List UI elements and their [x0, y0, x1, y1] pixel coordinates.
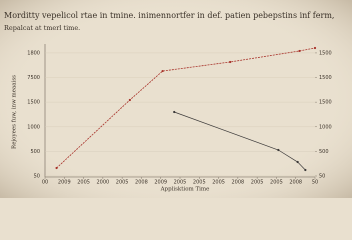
- page: {"chart_data": {"type": "line", "title":…: [0, 0, 352, 198]
- y-tick-label: 500: [30, 149, 40, 155]
- y2-tick-label: 500: [319, 149, 329, 155]
- data-point: [313, 46, 317, 50]
- y-tick-label: 1000: [27, 124, 40, 130]
- y2-tick-label: 1500: [319, 75, 332, 81]
- data-point: [55, 166, 58, 170]
- chart-subtitle: Repalcat at tmerl time.: [4, 24, 80, 32]
- y-tick-label: 1500: [27, 100, 40, 106]
- x-tick-label: 2009: [154, 180, 167, 186]
- y-tick-label: 50: [34, 174, 40, 180]
- data-point: [161, 69, 164, 73]
- chart: Morditty vepelicol rtae in tmine. inimen…: [0, 0, 352, 198]
- y-axis-label: Rejoyees fuw, inw meaaiss: [12, 75, 18, 149]
- data-point: [277, 148, 280, 152]
- x-tick-label: 2005: [212, 180, 225, 186]
- x-tick-label: 2008: [289, 180, 302, 186]
- y2-tick-label: 1000: [319, 124, 332, 130]
- data-point: [296, 160, 299, 164]
- series-line: [56, 47, 316, 169]
- chart-title: Morditty vepelicol rtae in tmine. inimen…: [4, 11, 334, 20]
- data-point: [173, 110, 176, 114]
- x-tick-label: 2009: [58, 180, 71, 186]
- series-line: [174, 111, 306, 171]
- data-point: [128, 98, 131, 102]
- x-tick-label: 2005: [270, 180, 283, 186]
- y2-tick-label: 50: [319, 174, 325, 180]
- data-point: [298, 49, 301, 53]
- data-point: [304, 168, 307, 172]
- x-tick-label: 50: [312, 180, 318, 186]
- x-tick-label: 2005: [77, 180, 90, 186]
- background: [0, 0, 352, 198]
- x-tick-label: 2005: [251, 180, 264, 186]
- data-point: [229, 60, 232, 64]
- y-tick-label: 1800: [27, 50, 40, 56]
- x-tick-label: 2008: [135, 180, 148, 186]
- x-axis-label: Applisktiom Time: [160, 187, 210, 193]
- y2-tick-label: 1500: [319, 50, 332, 56]
- x-tick-label: 00: [42, 180, 48, 186]
- x-tick-label: 2005: [174, 180, 187, 186]
- y2-tick-label: 1500: [319, 100, 332, 106]
- x-tick-label: 2005: [193, 180, 206, 186]
- y-tick-label: 7500: [27, 75, 40, 81]
- x-tick-label: 2000: [96, 180, 109, 186]
- x-tick-label: 2005: [116, 180, 129, 186]
- x-tick-label: 2008: [231, 180, 244, 186]
